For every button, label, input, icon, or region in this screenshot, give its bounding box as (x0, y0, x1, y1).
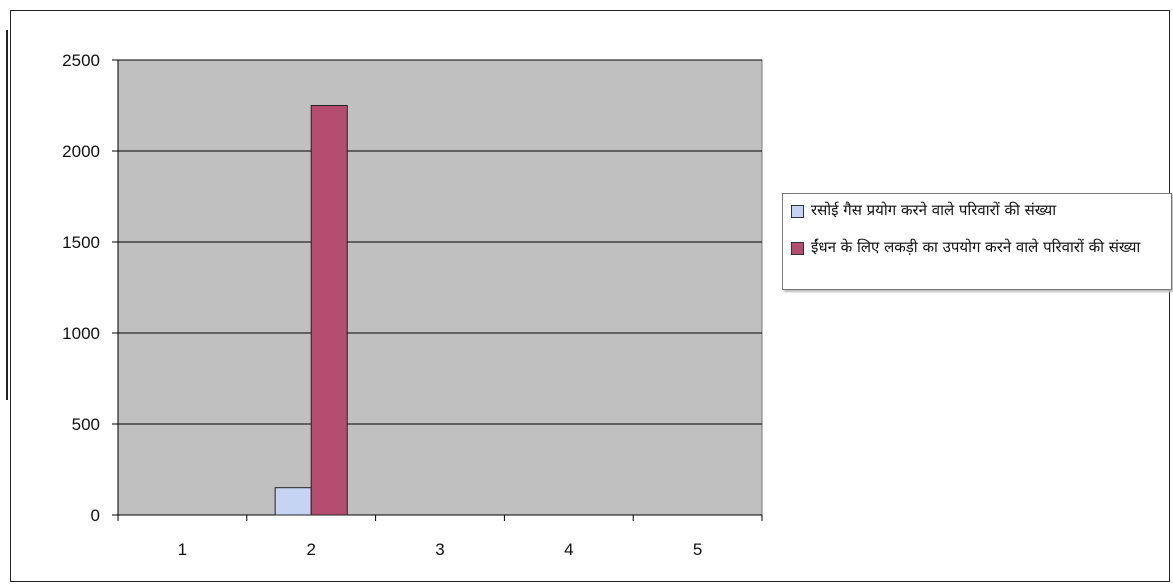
y-tick-label: 0 (91, 506, 100, 525)
legend-item-lpg-families: रसोई गैस प्रयोग करने वाले परिवारों की सं… (791, 200, 1167, 221)
x-tick-label: 2 (306, 540, 315, 559)
y-tick-label: 500 (72, 415, 100, 434)
frame-edge-mark (6, 30, 8, 400)
legend-swatch-wood (791, 242, 804, 255)
legend-item-wood-families: ईंधन के लिए लकड़ी का उपयोग करने वाले परि… (791, 237, 1167, 258)
x-tick-label: 5 (693, 540, 702, 559)
legend-label-lpg: रसोई गैस प्रयोग करने वाले परिवारों की सं… (811, 201, 1057, 219)
legend-label-wood: ईंधन के लिए लकड़ी का उपयोग करने वाले परि… (811, 238, 1141, 256)
bar-series-1-cat-2 (274, 487, 312, 516)
chart-legend: रसोई गैस प्रयोग करने वाले परिवारों की सं… (782, 193, 1172, 290)
x-tick-label: 1 (178, 540, 187, 559)
y-tick-label: 1500 (62, 233, 100, 252)
bar-series-2-cat-2 (310, 105, 348, 516)
y-tick-label: 2000 (62, 142, 100, 161)
y-tick-label: 1000 (62, 324, 100, 343)
plot-area (117, 59, 763, 516)
legend-swatch-lpg (791, 205, 804, 218)
y-tick-label: 2500 (62, 51, 100, 70)
x-tick-label: 4 (564, 540, 573, 559)
x-tick-label: 3 (435, 540, 444, 559)
